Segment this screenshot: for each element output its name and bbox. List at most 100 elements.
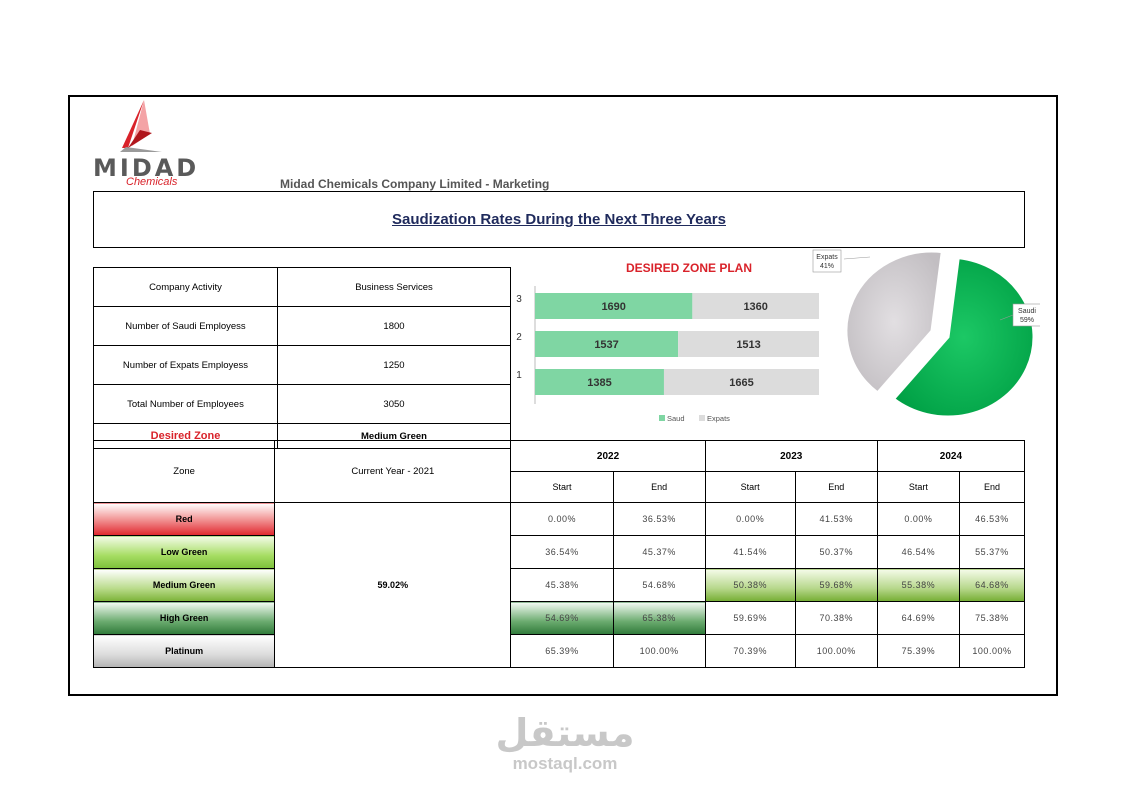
zone-value: 75.39% xyxy=(876,634,960,668)
zone-row-platinum: Platinum 65.39% 100.00% 70.39% 100.00% 7… xyxy=(92,634,1026,668)
logo-subtitle: Chemicals xyxy=(126,176,178,188)
zone-value: 46.53% xyxy=(958,502,1026,536)
zone-value: 100.00% xyxy=(612,634,706,668)
bar-data-label: 1385 xyxy=(587,377,611,389)
info-value: Business Services xyxy=(277,267,511,307)
zone-value: 45.37% xyxy=(612,535,706,569)
page-title: Saudization Rates During the Next Three … xyxy=(392,211,726,228)
start-header: Start xyxy=(704,471,796,503)
company-info-table: Company Activity Business Services Numbe… xyxy=(93,267,511,449)
zone-row-red: Red 59.02% 0.00% 36.53% 0.00% 41.53% 0.0… xyxy=(92,502,1026,668)
info-value: 3050 xyxy=(277,384,511,424)
chart-legend: Saud Expats xyxy=(659,414,730,423)
year-header-2023: 2023 xyxy=(704,440,878,472)
legend-label: Saud xyxy=(667,414,685,423)
zone-value: 0.00% xyxy=(510,502,614,536)
info-row: Number of Saudi Employess 1800 xyxy=(93,306,511,346)
year-header-2022: 2022 xyxy=(510,440,706,472)
year-header-2024: 2024 xyxy=(876,440,1026,472)
pie-value-label: 41% xyxy=(820,263,834,270)
pie-label-box xyxy=(812,249,842,273)
bar-saud xyxy=(535,369,664,395)
info-value: 1800 xyxy=(277,306,511,346)
desired-zone-bar-chart: DESIRED ZONE PLAN 1 1385 1665 2 1537 1513 3 169… xyxy=(516,261,819,423)
info-row: Number of Expats Employess 1250 xyxy=(93,345,511,385)
zone-value: 75.38% xyxy=(958,601,1026,635)
info-label: Company Activity xyxy=(93,267,278,307)
zone-value: 41.53% xyxy=(794,502,878,536)
zone-value: 41.54% xyxy=(704,535,796,569)
legend-swatch xyxy=(699,415,705,421)
company-name: Midad Chemicals Company Limited - Market… xyxy=(280,177,550,191)
pie-leader-line xyxy=(843,256,871,260)
document-frame xyxy=(68,95,1058,696)
info-row: Company Activity Business Services xyxy=(93,267,511,307)
bar-data-label: 1513 xyxy=(736,339,760,351)
desired-zone-link[interactable]: Desired Zone xyxy=(150,430,221,442)
end-header: End xyxy=(958,471,1026,503)
zone-value-highlighted: 65.38% xyxy=(612,601,706,635)
bar-data-label: 1665 xyxy=(729,377,753,389)
watermark-arabic: مستقل xyxy=(495,711,635,755)
bar-data-label: 1360 xyxy=(743,301,767,313)
end-header: End xyxy=(612,471,706,503)
bar-expats xyxy=(663,369,819,395)
zone-value: 70.38% xyxy=(794,601,878,635)
bar-expats xyxy=(678,331,819,357)
end-header: End xyxy=(794,471,878,503)
zone-name: Low Green xyxy=(92,535,276,569)
bar-saud xyxy=(535,293,693,319)
current-year-header: Current Year - 2021 xyxy=(274,440,512,503)
zone-value: 65.39% xyxy=(510,634,614,668)
info-row: Total Number of Employees 3050 xyxy=(93,384,511,424)
start-header: Start xyxy=(510,471,614,503)
chart-title: DESIRED ZONE PLAN xyxy=(626,261,752,275)
zone-row-high-green: High Green 54.69% 65.38% 59.69% 70.38% 6… xyxy=(92,601,1026,635)
zone-value-highlighted: 55.38% xyxy=(876,568,960,602)
bar-saud xyxy=(535,331,679,357)
zone-value: 50.37% xyxy=(794,535,878,569)
start-header: Start xyxy=(876,471,960,503)
zone-value: 45.38% xyxy=(510,568,614,602)
zone-value-highlighted: 59.68% xyxy=(794,568,878,602)
zone-value-highlighted: 50.38% xyxy=(704,568,796,602)
zone-value: 100.00% xyxy=(794,634,878,668)
zone-value: 100.00% xyxy=(958,634,1026,668)
pie-slice-expats xyxy=(844,249,944,395)
zone-value: 70.39% xyxy=(704,634,796,668)
title-box: Saudization Rates During the Next Three … xyxy=(93,191,1025,248)
zone-value: 46.54% xyxy=(876,535,960,569)
category-tick-label: 1 xyxy=(516,370,522,381)
zone-value: 59.69% xyxy=(704,601,796,635)
zone-name: Platinum xyxy=(92,634,276,668)
category-tick-label: 2 xyxy=(516,332,522,343)
zone-value: 55.37% xyxy=(958,535,1026,569)
bar-data-label: 1537 xyxy=(594,339,618,351)
pie-value-label: 59% xyxy=(1020,317,1034,324)
zone-row-low-green: Low Green 36.54% 45.37% 41.54% 50.37% 46… xyxy=(92,535,1026,569)
zone-value: 36.54% xyxy=(510,535,614,569)
zones-table: Zone Current Year - 2021 2022 2023 2024 … xyxy=(92,440,1026,668)
pie-leader-line xyxy=(999,314,1014,321)
zone-value: 54.68% xyxy=(612,568,706,602)
zone-name: High Green xyxy=(92,601,276,635)
zone-value: 36.53% xyxy=(612,502,706,536)
logo-wordmark: MIDAD xyxy=(93,154,200,182)
midad-logo-icon xyxy=(120,100,162,152)
info-label: Number of Expats Employess xyxy=(93,345,278,385)
mostaql-watermark: مستقل mostaql.com xyxy=(490,712,640,774)
zone-value: 0.00% xyxy=(876,502,960,536)
info-value: 1250 xyxy=(277,345,511,385)
watermark-latin: mostaql.com xyxy=(512,754,618,773)
zone-name: Red xyxy=(92,502,276,536)
category-tick-label: 3 xyxy=(516,294,522,305)
pie-category-label: Expats xyxy=(816,254,838,261)
legend-label: Expats xyxy=(707,414,730,423)
legend-swatch xyxy=(659,415,665,421)
zone-value-highlighted: 54.69% xyxy=(510,601,614,635)
info-label: Number of Saudi Employess xyxy=(93,306,278,346)
saudi-expats-pie-chart: Saudi 59% Expats 41% xyxy=(812,249,1040,419)
bar-expats xyxy=(692,293,819,319)
info-label: Total Number of Employees xyxy=(93,384,278,424)
bar-data-label: 1690 xyxy=(601,301,625,313)
